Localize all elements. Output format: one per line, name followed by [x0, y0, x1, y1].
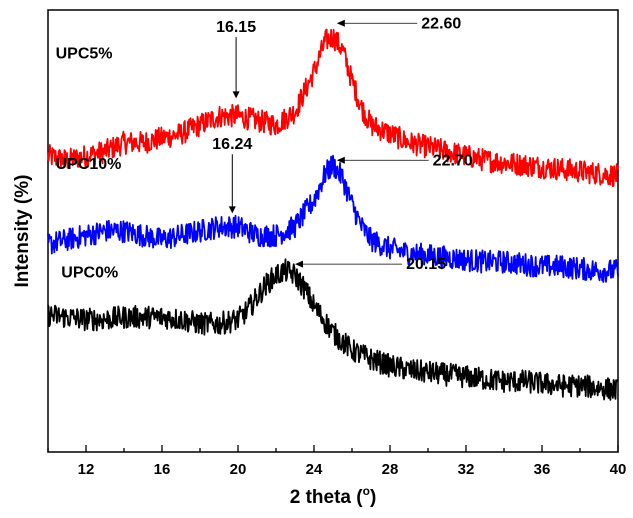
series-label: UPC0% — [61, 264, 118, 281]
peak-annotation-label: 22.60 — [421, 15, 461, 32]
series-line-upc5pct — [47, 28, 619, 188]
series-line-upc0pct — [47, 258, 619, 401]
x-tick-label: 24 — [306, 461, 323, 478]
x-axis-ticks: 12 16 20 24 28 32 36 40 — [47, 445, 627, 478]
series-line-upc10pct — [47, 154, 619, 283]
plot-frame — [47, 9, 619, 453]
annotations: 16.15 22.60 16.24 22.70 20.15 — [212, 15, 473, 273]
peak-annotation-label: 22.70 — [433, 152, 473, 169]
x-tick-label: 20 — [230, 461, 247, 478]
series-layer — [47, 28, 619, 401]
peak-annotation-label: 16.15 — [216, 19, 256, 36]
peak-annotation-label: 20.15 — [406, 256, 446, 273]
x-tick-label: 28 — [382, 461, 399, 478]
peak-arrow-head — [232, 91, 240, 99]
x-tick-label: 32 — [458, 461, 475, 478]
series-labels: UPC5% UPC10% UPC0% — [56, 46, 122, 282]
series-label: UPC5% — [56, 46, 113, 63]
peak-arrow-head — [228, 206, 236, 214]
x-axis-title: 2 theta (o) — [290, 484, 377, 508]
x-tick-label: 36 — [534, 461, 551, 478]
x-tick-label: 16 — [154, 461, 171, 478]
peak-leader-head — [295, 260, 303, 268]
peak-leader-head — [336, 19, 345, 27]
x-tick-label: 40 — [610, 461, 627, 478]
peak-leader-head — [336, 156, 345, 164]
x-tick-label: 12 — [78, 461, 95, 478]
peak-annotation-label: 16.24 — [212, 136, 252, 153]
series-label: UPC10% — [56, 156, 122, 173]
y-axis-title: Intensity (%) — [12, 175, 33, 288]
